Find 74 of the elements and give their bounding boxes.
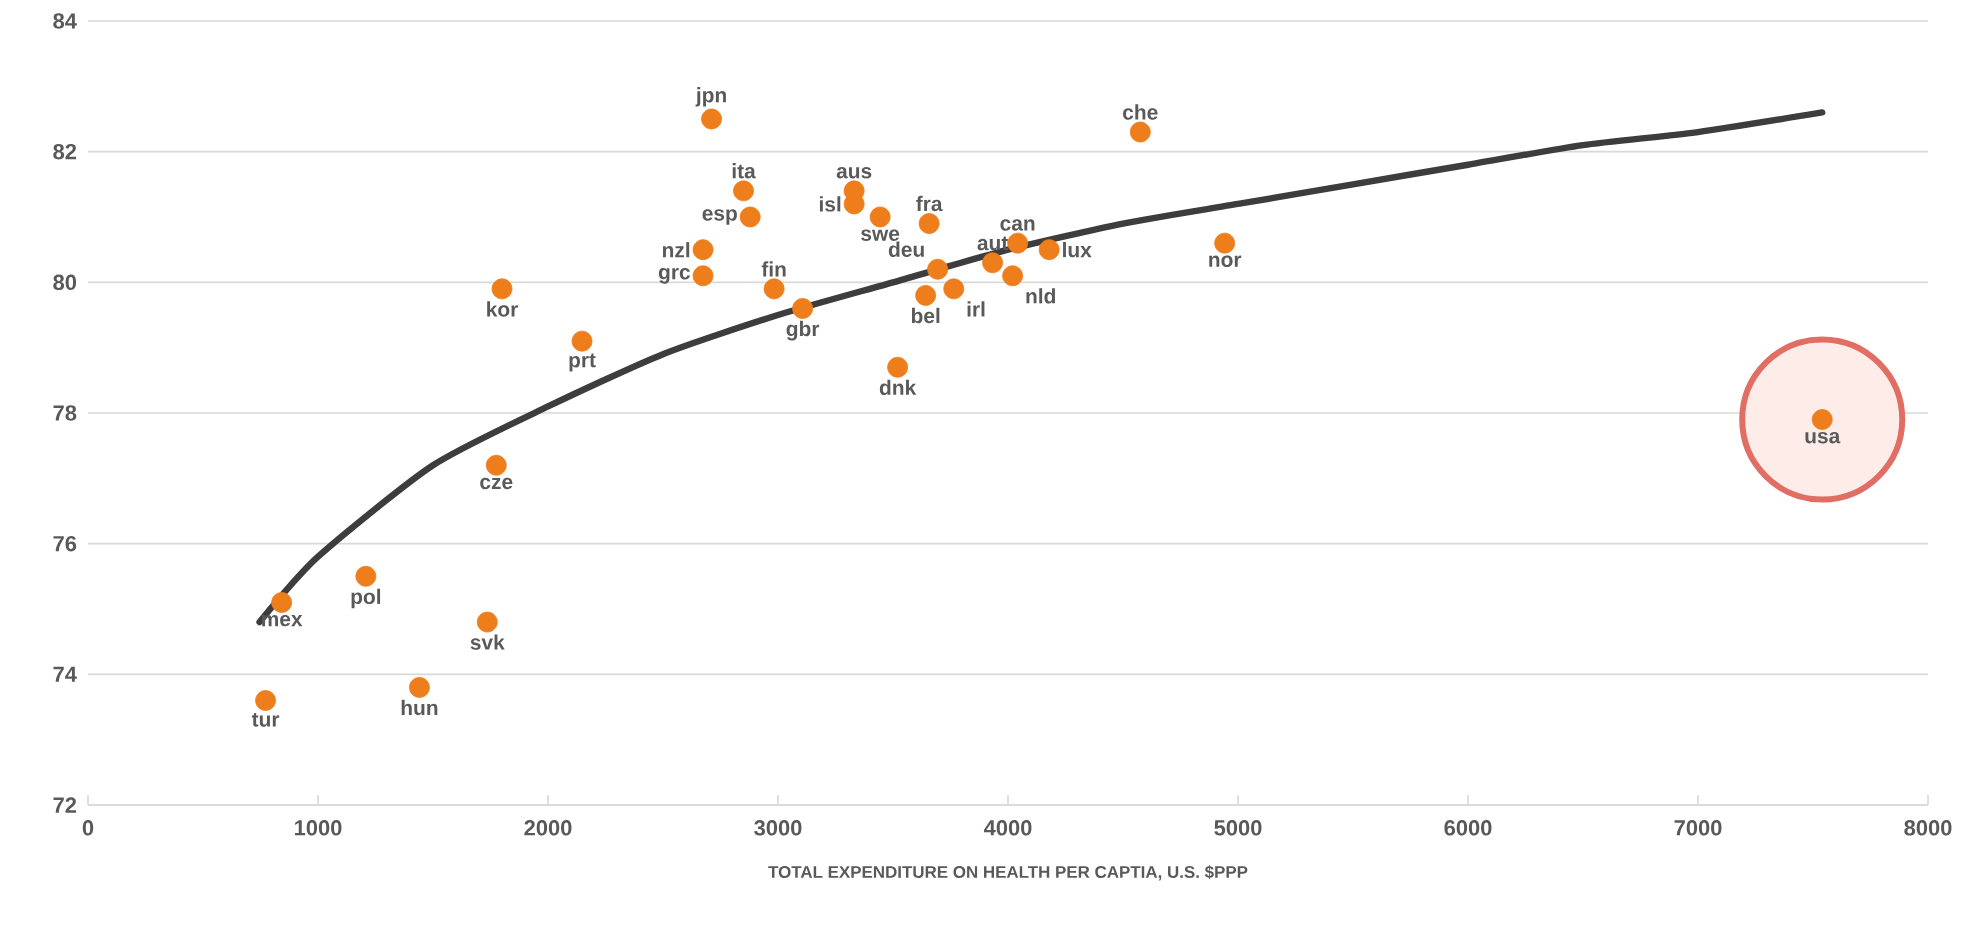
point — [733, 180, 754, 202]
x-tick-label: 4000 — [983, 820, 1032, 836]
point — [409, 677, 430, 698]
x-tick-label: 2000 — [524, 820, 572, 836]
annotation: isl — [819, 196, 841, 212]
annotation: swe — [861, 229, 900, 241]
point — [1214, 232, 1236, 254]
point — [692, 239, 714, 261]
x-tick-label: 6000 — [1444, 820, 1492, 836]
point — [692, 265, 714, 287]
y-tick-label: 84 — [53, 13, 77, 29]
point — [1129, 121, 1151, 143]
x-tick-label: 7000 — [1674, 820, 1722, 836]
point — [1002, 265, 1024, 287]
annotation: hun — [401, 699, 438, 716]
annotation: fin — [761, 261, 786, 277]
point — [869, 206, 891, 228]
annotation: nor — [1209, 255, 1242, 268]
point — [1038, 239, 1060, 261]
x-tick-label: 3000 — [754, 820, 802, 836]
point — [571, 330, 593, 352]
point — [1007, 232, 1029, 254]
point — [491, 278, 513, 300]
annotation: deu — [888, 241, 924, 257]
y-tick-label: 72 — [53, 797, 77, 813]
x-axis-title: TOTAL EXPENDITURE ON HEALTH PER CAPTIA, U.S. $PPP — [768, 865, 1248, 881]
point — [943, 278, 965, 300]
x-tick-label: 1000 — [295, 820, 342, 836]
annotation: dnk — [879, 379, 917, 396]
x-tick-label: 0 — [82, 820, 94, 836]
annotation: nld — [1026, 288, 1056, 304]
point — [918, 213, 940, 234]
annotation: tur — [251, 712, 280, 727]
y-tick-label: 76 — [53, 535, 77, 552]
point — [739, 206, 761, 228]
y-tick-label: 80 — [53, 274, 77, 291]
annotation: gbr — [786, 320, 820, 341]
annotation: jpn — [695, 87, 726, 107]
annotation: che — [1123, 104, 1158, 120]
annotation: mex — [262, 614, 303, 627]
x-tick-label: 8000 — [1904, 820, 1952, 836]
point — [982, 252, 1003, 274]
annotation: aut — [977, 236, 1009, 251]
y-tick-label: 78 — [53, 405, 77, 421]
point — [792, 298, 814, 319]
y-tick-label: 82 — [53, 143, 77, 160]
annotation: aus — [836, 167, 872, 179]
point — [355, 565, 377, 587]
point — [476, 611, 498, 633]
point — [485, 454, 507, 476]
annotation: kor — [487, 301, 518, 317]
annotation: irl — [967, 301, 985, 317]
point — [255, 690, 276, 711]
point — [763, 278, 785, 300]
annotation: usa — [1805, 431, 1841, 444]
annotation: nzl — [662, 242, 690, 258]
annotation: prt — [569, 353, 596, 372]
annotation: cze — [480, 477, 513, 490]
annotation: pol — [351, 588, 381, 609]
annotation: fra — [916, 195, 943, 212]
annotation: lux — [1063, 241, 1092, 258]
point — [701, 108, 722, 130]
point — [915, 284, 937, 306]
point — [887, 356, 909, 378]
annotation: svk — [470, 634, 505, 650]
annotation: ita — [732, 163, 756, 179]
x-tick-label: 5000 — [1214, 820, 1262, 836]
point — [927, 258, 949, 280]
annotation: grc — [658, 267, 690, 284]
annotation: esp — [702, 209, 737, 225]
annotation: can — [1000, 219, 1035, 231]
point — [271, 592, 293, 613]
annotation: bel — [911, 307, 940, 324]
y-tick-label: 74 — [53, 666, 77, 682]
